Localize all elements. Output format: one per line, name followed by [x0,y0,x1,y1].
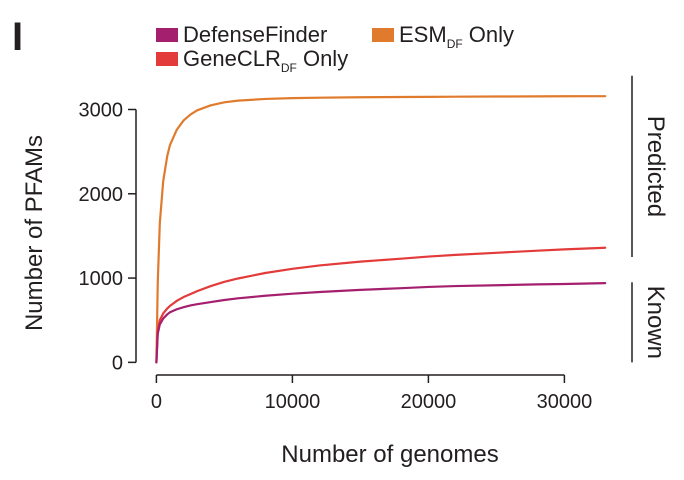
legend-swatch [156,28,178,42]
panel-letter: I [12,15,23,59]
bracket-label-known: Known [642,286,669,359]
x-tick-label: 30000 [537,391,593,413]
series-line-defensefinder [155,282,607,364]
legend-label: ESMDF Only [399,22,514,51]
legend-label-subscript: DF [281,61,297,75]
legend-label-main: DefenseFinder [183,22,327,47]
series-line-geneclr_df_only [155,246,607,364]
legend-label-main: ESM [399,22,447,47]
y-tick-label: 1000 [79,268,124,290]
y-tick-label: 2000 [79,184,124,206]
legend-label-subscript: DF [447,37,463,51]
legend-label-tail: Only [463,22,514,47]
legend-swatch [372,28,394,42]
legend-label-main: GeneCLR [183,46,281,71]
x-tick-label: 10000 [265,391,321,413]
y-tick-label: 0 [112,352,123,374]
legend-item-geneclr_df_only: GeneCLRDF Only [156,46,348,75]
legend-item-defensefinder: DefenseFinder [156,22,327,47]
legend-label: DefenseFinder [183,22,327,47]
legend-label-tail: Only [297,46,348,71]
x-tick-label: 20000 [401,391,457,413]
series-layer [155,95,607,364]
y-axis-label: Number of PFAMs [21,135,48,331]
x-axis-label: Number of genomes [281,441,498,468]
legend-swatch [156,52,178,66]
x-tick-label: 0 [151,391,162,413]
category-brackets: Predicted Known [631,75,669,363]
bracket-label-predicted: Predicted [642,116,669,217]
series-line-esm_df_only [155,95,607,364]
y-tick-label: 3000 [79,100,124,122]
legend-label: GeneCLRDF Only [183,46,348,75]
legend-item-esm_df_only: ESMDF Only [372,22,514,51]
